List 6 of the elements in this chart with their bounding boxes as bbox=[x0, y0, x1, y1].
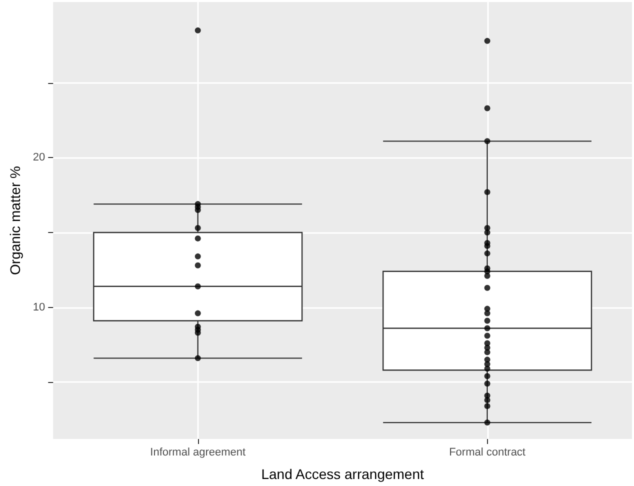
y-tick-label: 20 bbox=[32, 152, 46, 164]
x-tick-label: Formal contract bbox=[449, 446, 526, 458]
x-axis-title: Land Access arrangement bbox=[261, 466, 424, 482]
y-axis-title: Organic matter % bbox=[7, 166, 23, 275]
x-tick-label: Informal agreement bbox=[150, 446, 246, 458]
y-tick-label: 10 bbox=[32, 301, 46, 314]
